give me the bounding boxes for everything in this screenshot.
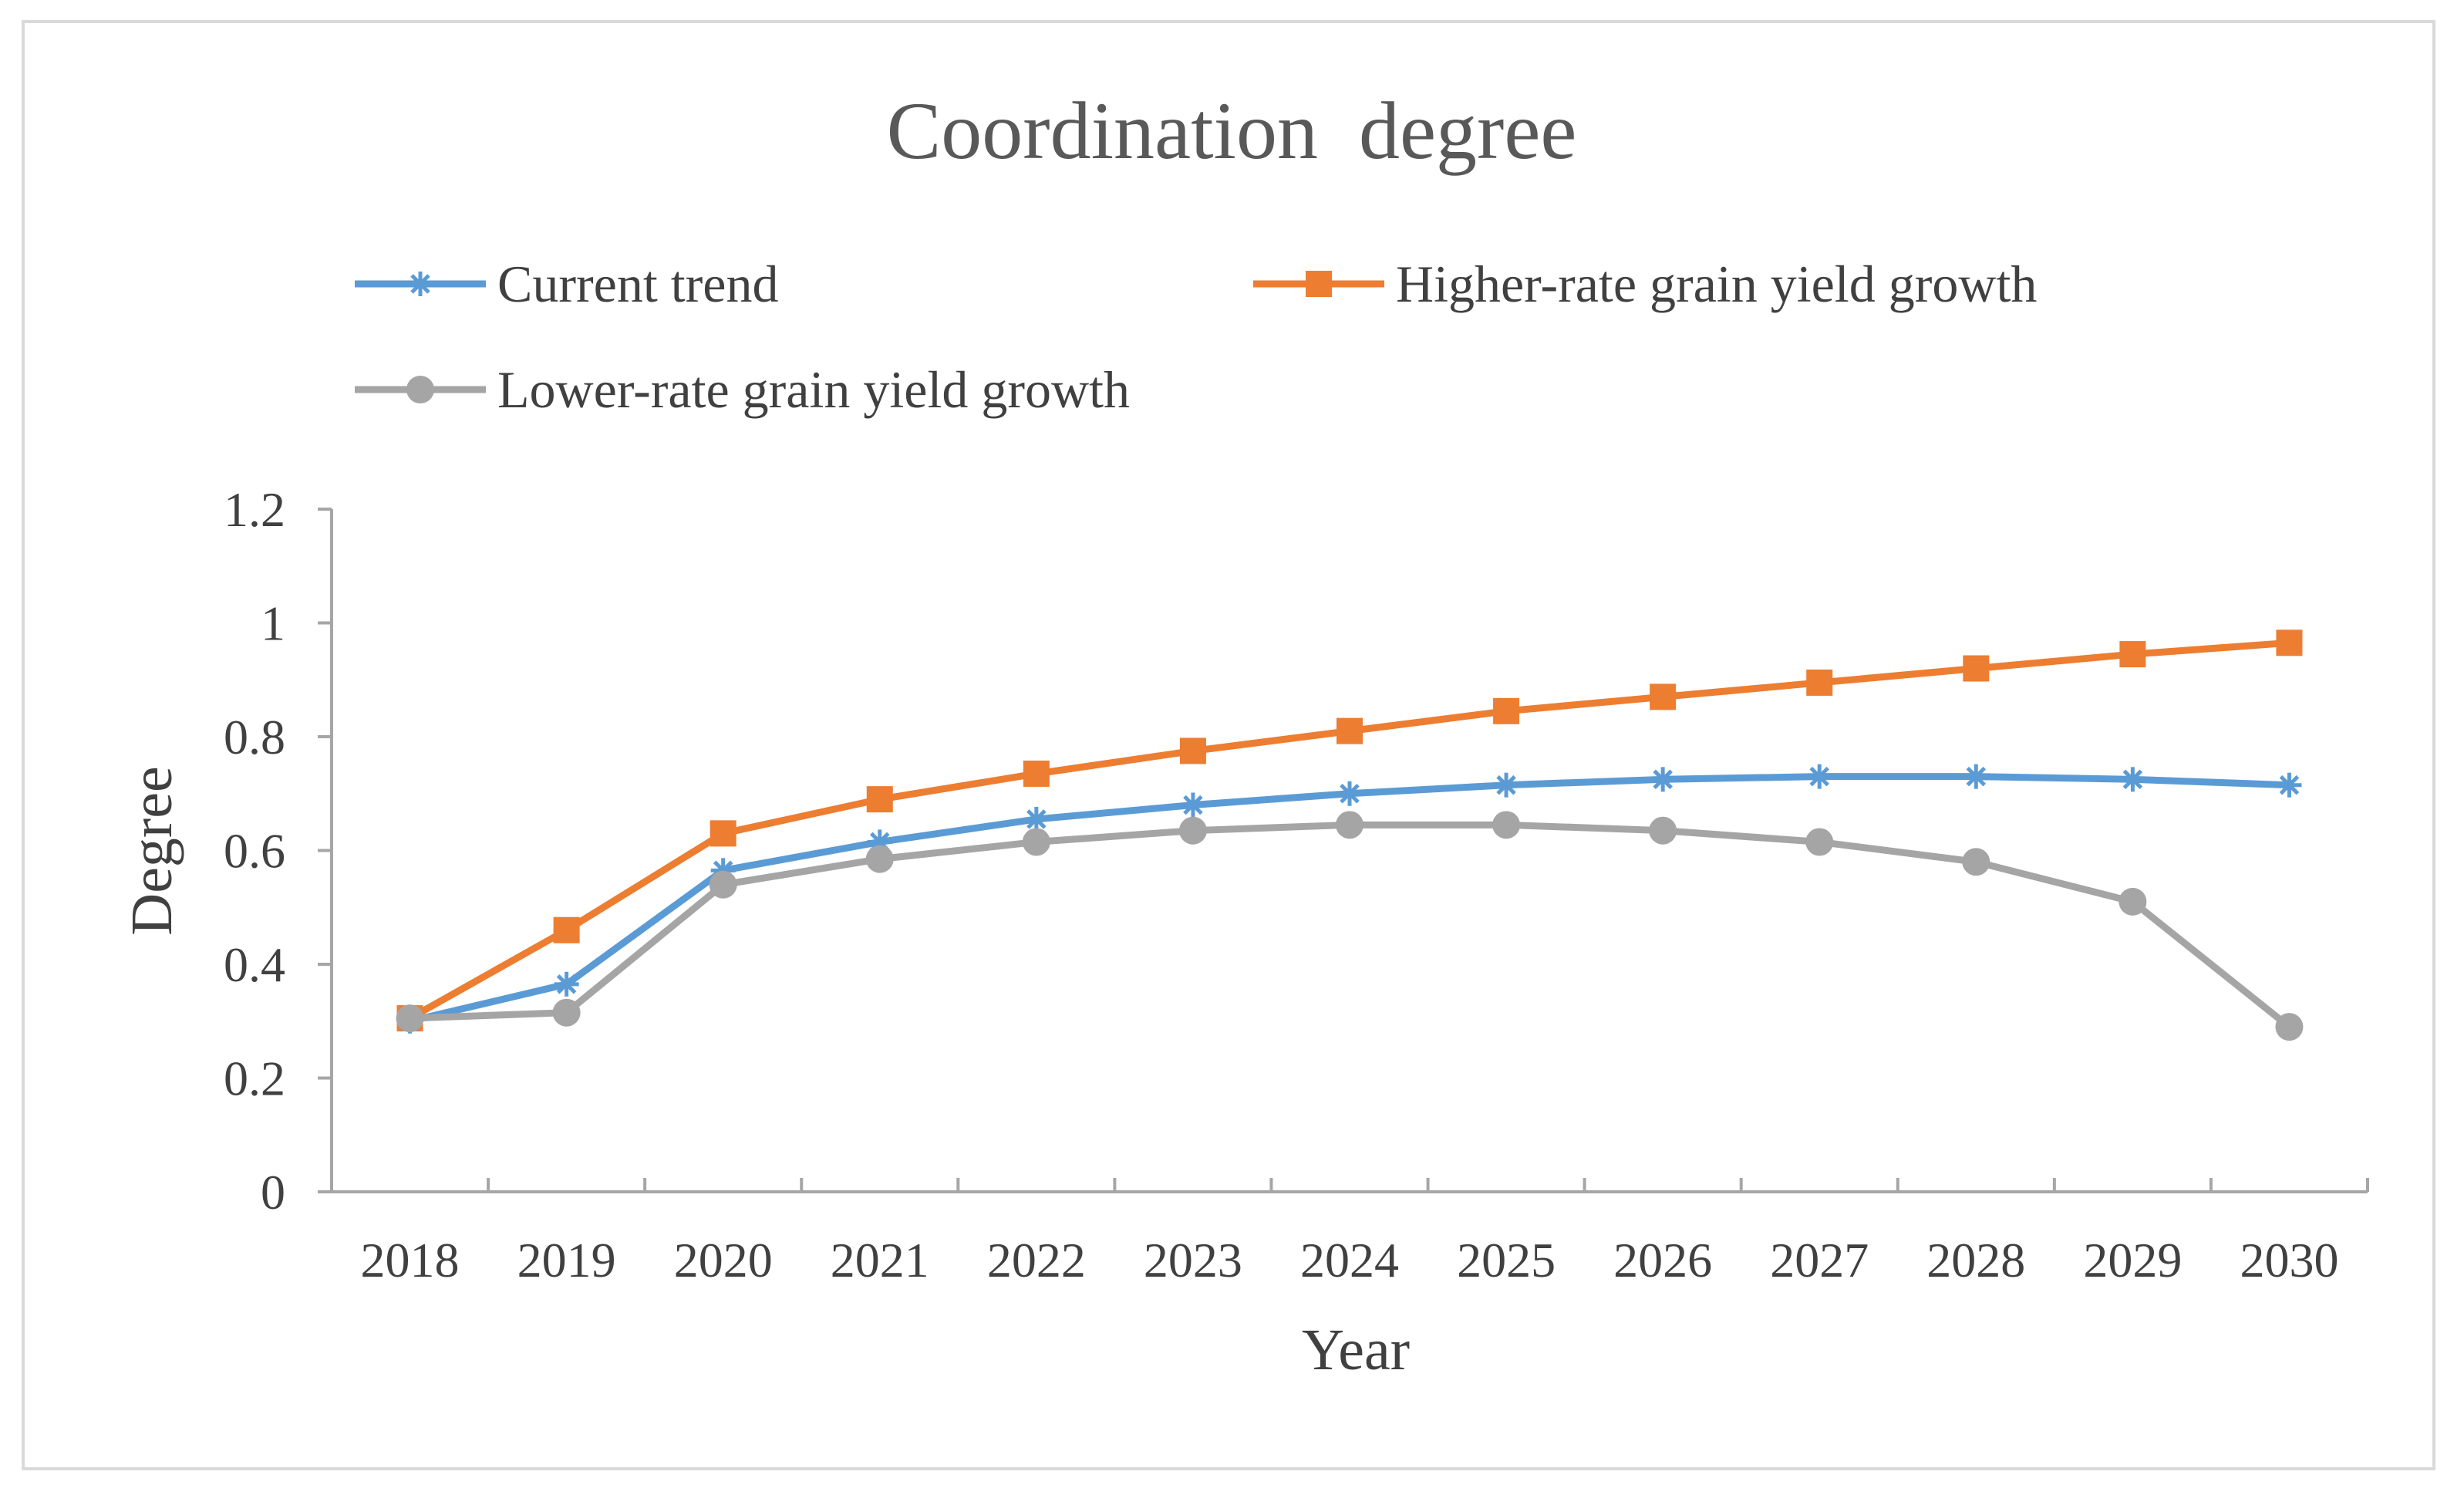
legend: Current trend Higher-rate grain yield gro… <box>355 255 2037 419</box>
data-point <box>2276 629 2303 656</box>
asterisk-stroke <box>410 274 430 294</box>
data-point <box>554 971 579 997</box>
asterisk-stroke <box>2279 774 2300 795</box>
asterisk-stroke <box>1653 769 1673 790</box>
x-tick-label: 2023 <box>1144 1233 1242 1287</box>
legend-label: Current trend <box>497 255 778 313</box>
data-point <box>1649 816 1677 845</box>
series-circle <box>396 811 2304 1041</box>
y-axis-label: Degree <box>120 766 184 935</box>
data-point <box>2275 1013 2304 1041</box>
chart-title: Coordination degree <box>887 86 1577 176</box>
x-tick-label: 2022 <box>987 1233 1086 1287</box>
y-tick-label: 1.2 <box>224 482 285 537</box>
data-point <box>1807 764 1832 789</box>
data-point <box>865 845 894 873</box>
data-point <box>1022 828 1050 856</box>
asterisk-stroke <box>1809 766 1829 787</box>
series-layer <box>396 629 2304 1041</box>
x-axis-label: Year <box>1302 1318 1410 1382</box>
legend-label: Lower-rate grain yield growth <box>497 360 1130 419</box>
data-point <box>1023 760 1050 787</box>
asterisk-stroke <box>1183 795 1203 815</box>
y-ticks: 0 0.2 0.4 0.6 0.8 1 1.2 <box>224 482 332 1220</box>
x-tick-label: 2029 <box>2083 1233 2182 1287</box>
legend-marker <box>408 272 433 296</box>
data-point <box>1336 717 1363 744</box>
legend-entry: Lower-rate grain yield growth <box>355 360 1130 419</box>
x-tick-label: 2024 <box>1300 1233 1399 1287</box>
data-point <box>1179 737 1206 764</box>
legend-entry: Current trend <box>355 255 778 313</box>
data-point <box>1963 655 1990 682</box>
y-tick-label: 0 <box>261 1165 285 1220</box>
asterisk-stroke <box>1026 809 1047 829</box>
asterisk-stroke <box>2122 769 2143 790</box>
data-point <box>1805 828 1834 856</box>
data-point <box>553 916 580 943</box>
x-tick-label: 2019 <box>517 1233 616 1287</box>
y-tick-label: 0.6 <box>224 824 285 879</box>
x-tick-label: 2027 <box>1770 1233 1869 1287</box>
data-point <box>2120 767 2145 792</box>
data-point <box>1963 764 1989 789</box>
data-point <box>1494 772 1519 798</box>
legend-label: Higher-rate grain yield growth <box>1396 255 2037 313</box>
data-point <box>866 786 893 813</box>
data-point <box>1336 811 1363 839</box>
data-point <box>396 1004 424 1033</box>
data-point <box>1337 781 1362 806</box>
x-ticks: 2018 2019 2020 2021 2022 2023 2024 2025 2026 2027… <box>330 1178 2369 1287</box>
y-tick-label: 1 <box>261 596 285 651</box>
data-point <box>1962 848 1990 876</box>
data-point <box>1178 816 1207 845</box>
x-tick-label: 2030 <box>2240 1233 2338 1287</box>
axes <box>330 509 2368 1193</box>
data-point <box>2119 641 2146 668</box>
x-tick-label: 2021 <box>831 1233 929 1287</box>
x-tick-label: 2020 <box>674 1233 773 1287</box>
data-point <box>552 998 581 1027</box>
data-point <box>2277 772 2302 798</box>
x-tick-label: 2018 <box>361 1233 460 1287</box>
data-point <box>1806 669 1833 696</box>
y-tick-label: 0.8 <box>224 710 285 764</box>
data-point <box>1180 792 1205 818</box>
series-asterisk <box>397 764 2302 1034</box>
asterisk-stroke <box>1966 766 1987 787</box>
data-point <box>1650 683 1677 710</box>
legend-entry: Higher-rate grain yield growth <box>1253 255 2037 313</box>
data-point <box>1492 811 1521 839</box>
data-point <box>709 870 737 899</box>
data-point <box>1493 697 1520 724</box>
x-tick-label: 2026 <box>1613 1233 1712 1287</box>
x-tick-label: 2025 <box>1457 1233 1556 1287</box>
data-point <box>2119 887 2147 916</box>
data-point <box>1023 806 1049 832</box>
asterisk-stroke <box>1496 774 1516 795</box>
legend-marker <box>406 376 434 403</box>
y-tick-label: 0.2 <box>224 1051 285 1106</box>
x-tick-label: 2028 <box>1926 1233 2025 1287</box>
data-point <box>710 820 737 847</box>
asterisk-stroke <box>1340 783 1360 804</box>
legend-marker <box>1306 271 1332 297</box>
y-tick-label: 0.4 <box>224 937 285 992</box>
data-point <box>1650 767 1676 792</box>
asterisk-stroke <box>556 974 577 994</box>
